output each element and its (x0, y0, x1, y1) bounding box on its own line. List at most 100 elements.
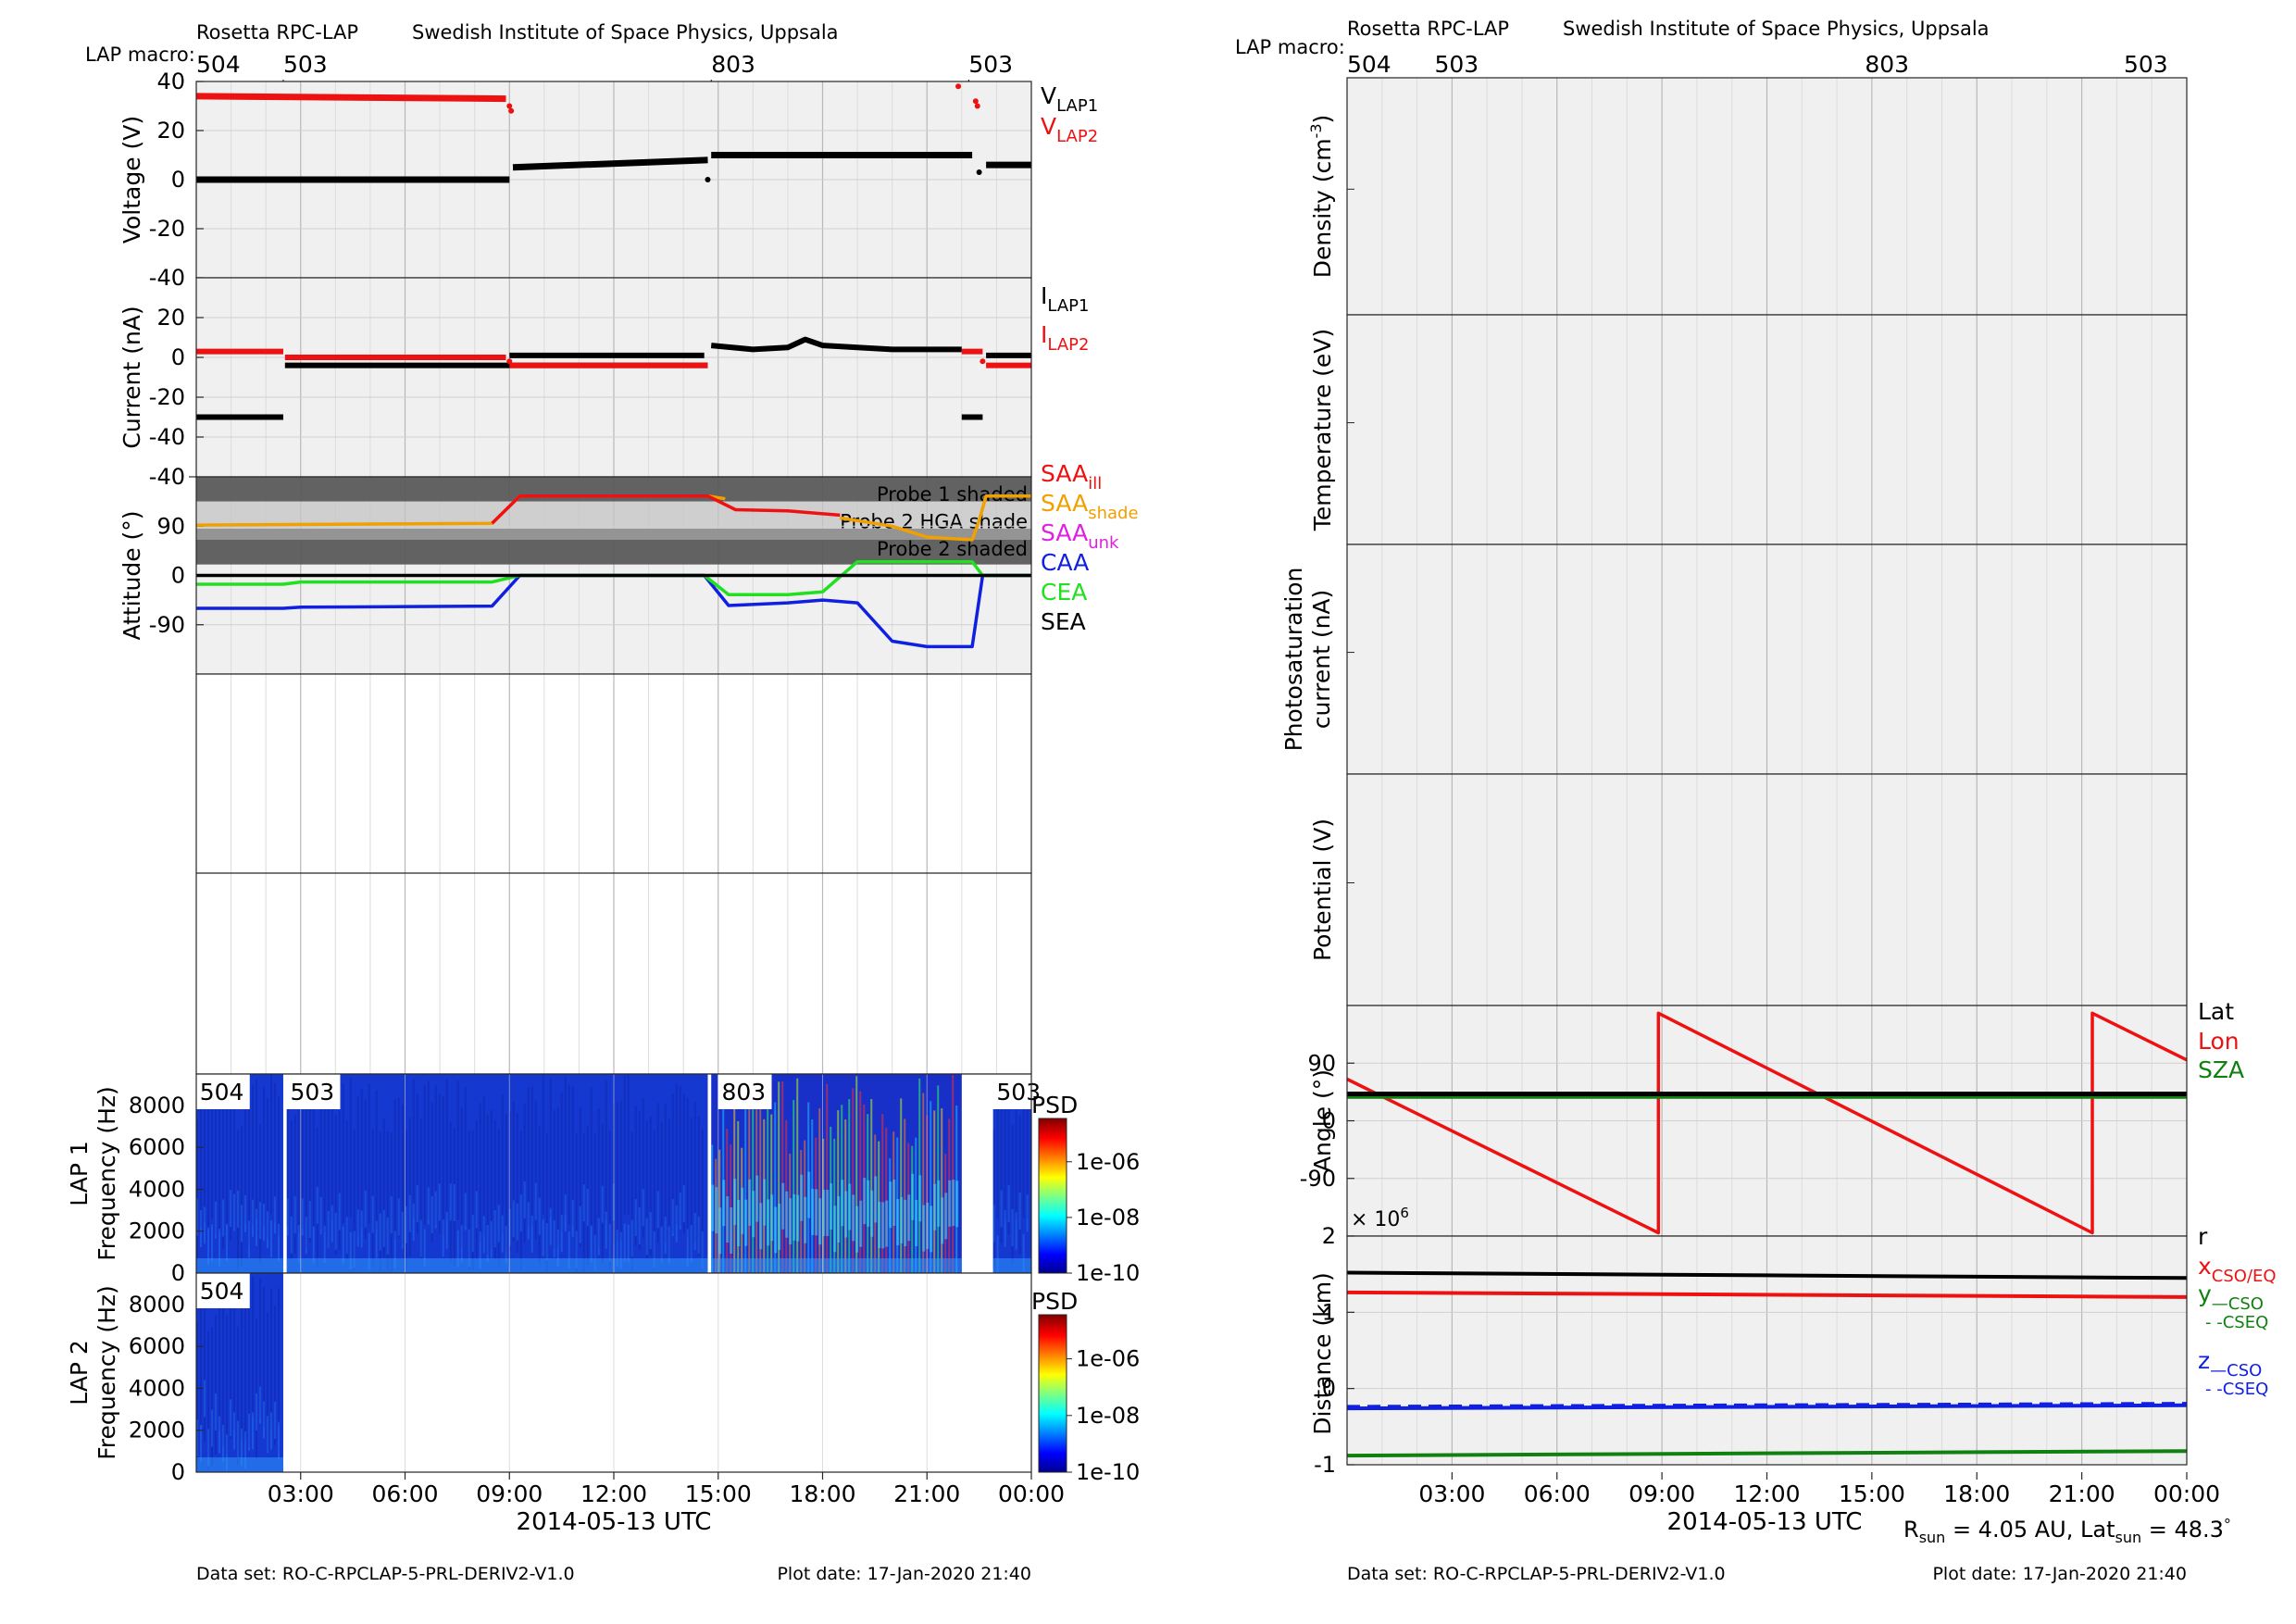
spectrogram-noise (568, 1231, 570, 1269)
spectrogram-streak (741, 1187, 744, 1234)
lap2_spectrogram-colorbar-label: PSD (1031, 1288, 1078, 1315)
spectrogram-noise (267, 1211, 268, 1249)
spectrogram-noise (331, 1081, 333, 1220)
left-macro-label: LAP macro: (85, 44, 195, 66)
spectrogram-noise (568, 1084, 570, 1225)
spectrogram-noise (423, 1229, 426, 1267)
spectrogram-streak (881, 1202, 885, 1249)
spectrogram-streak (930, 1101, 932, 1273)
spectrogram-noise (590, 1087, 593, 1228)
spectrogram-noise (582, 1133, 585, 1273)
spectrogram-noise (992, 1129, 995, 1269)
spectrogram-noise (605, 1211, 607, 1249)
spectrogram-noise (290, 1119, 293, 1260)
right-macro-label-item: 503 (2124, 51, 2168, 78)
spectrogram-noise (237, 1190, 239, 1228)
spectrogram-noise (215, 1393, 217, 1430)
spectrogram-noise (297, 1093, 300, 1233)
spectrogram-macro-box (992, 1074, 1047, 1109)
spectrogram-noise (1015, 1081, 1017, 1220)
spectrogram-noise (319, 1196, 322, 1234)
spectrogram-streak (852, 1194, 855, 1242)
spectrogram-streak (789, 1198, 792, 1245)
current-point (506, 358, 513, 365)
current-point (980, 358, 986, 365)
spectrogram-noise (237, 1130, 239, 1269)
spectrogram-noise (619, 1101, 622, 1241)
lap1_spectrogram-colorbar-label: PSD (1031, 1092, 1078, 1118)
spectrogram-noise (1007, 1185, 1010, 1223)
spectrogram-noise (286, 1085, 289, 1226)
spectrogram-noise (270, 1289, 272, 1429)
spectrogram-noise (259, 1202, 261, 1240)
spectrogram-noise (619, 1231, 622, 1269)
legend-attitude-cea: CEA (1041, 579, 1087, 606)
left-x-axis-label: 2014-05-13 UTC (517, 1508, 712, 1536)
distance-exponent-label: × 106 (1351, 1205, 1409, 1231)
attitude-band-overlap (196, 529, 1031, 541)
spectrogram-noise (538, 1197, 541, 1235)
right-x-axis-label: 2014-05-13 UTC (1667, 1508, 1863, 1536)
spectrogram-streak (941, 1197, 944, 1244)
legend-attitude-sea: SEA (1041, 608, 1086, 635)
spectrogram-noise (259, 1278, 261, 1418)
right-x-tick-label: 03:00 (1418, 1480, 1485, 1507)
legend-ilap1-sub: LAP1 (1047, 296, 1089, 316)
spectrogram-noise (215, 1096, 217, 1236)
spectrogram-noise (312, 1226, 315, 1264)
spectrogram-noise (438, 1183, 441, 1221)
spectrogram-noise (464, 1193, 467, 1230)
spectrogram-noise (701, 1130, 704, 1269)
spectrogram-lowband (196, 1258, 283, 1273)
spectrogram-noise (226, 1083, 228, 1224)
spectrogram-noise (308, 1103, 311, 1243)
spectrogram-streak (781, 1182, 785, 1230)
spectrogram-streak (744, 1092, 747, 1273)
legend-distance-y-name: y (2198, 1280, 2212, 1307)
spectrogram-noise (690, 1117, 693, 1257)
spectrogram-noise (244, 1301, 246, 1442)
spectrogram-noise (445, 1211, 448, 1249)
legend-attitude-saashade-sub: shade (1088, 504, 1138, 523)
spectrogram-noise (290, 1216, 293, 1254)
spectrogram-noise (356, 1096, 359, 1236)
spectrogram-streak (811, 1188, 815, 1235)
spectrogram-noise (627, 1075, 630, 1215)
spectrogram-noise (679, 1086, 681, 1226)
spectrogram-noise (456, 1230, 459, 1268)
spectrogram-noise (386, 1131, 389, 1271)
spectrogram-streak (833, 1206, 837, 1253)
colorbar-tick-label: 1e-06 (1076, 1149, 1140, 1175)
legend-angle-sza: SZA (2198, 1056, 2244, 1083)
spectrogram-noise (241, 1299, 243, 1440)
y-tick-label: 0 (171, 344, 185, 370)
spectrogram-noise (608, 1131, 611, 1270)
spectrogram-noise (1011, 1209, 1014, 1247)
distance-series-x-cso-eq (1346, 1290, 2188, 1299)
spectrogram-streak (922, 1205, 926, 1252)
y-tick-label: 0 (171, 1459, 185, 1485)
spectrogram-noise (412, 1203, 415, 1241)
spectrogram-noise (1018, 1192, 1021, 1230)
spectrogram-noise (434, 1085, 437, 1225)
spectrogram-streak (933, 1183, 937, 1230)
legend-attitude-saaill-sub: ill (1088, 474, 1102, 493)
voltage-point (976, 169, 982, 176)
lap2_spectrogram-ylabel: LAP 2 Frequency (Hz) (66, 1285, 120, 1460)
legend-vlap1-sub: LAP1 (1056, 96, 1098, 116)
spectrogram-noise (486, 1115, 489, 1255)
spectrogram-noise (390, 1132, 393, 1272)
spectrogram-streak (941, 1108, 943, 1273)
spectrogram-macro-box (718, 1074, 772, 1109)
spectrogram-streak (944, 1193, 948, 1240)
spectrogram-streak (930, 1206, 933, 1253)
spectrogram-noise (334, 1212, 337, 1250)
spectrogram-noise (233, 1412, 235, 1450)
spectrogram-streak (904, 1118, 906, 1273)
spectrogram-noise (571, 1086, 574, 1227)
spectrogram-noise (430, 1102, 433, 1243)
spectrogram-streak (770, 1114, 773, 1273)
y-tick-label: 8000 (129, 1292, 185, 1318)
spectrogram-noise (349, 1077, 352, 1218)
spectrogram-streak (737, 1200, 741, 1247)
